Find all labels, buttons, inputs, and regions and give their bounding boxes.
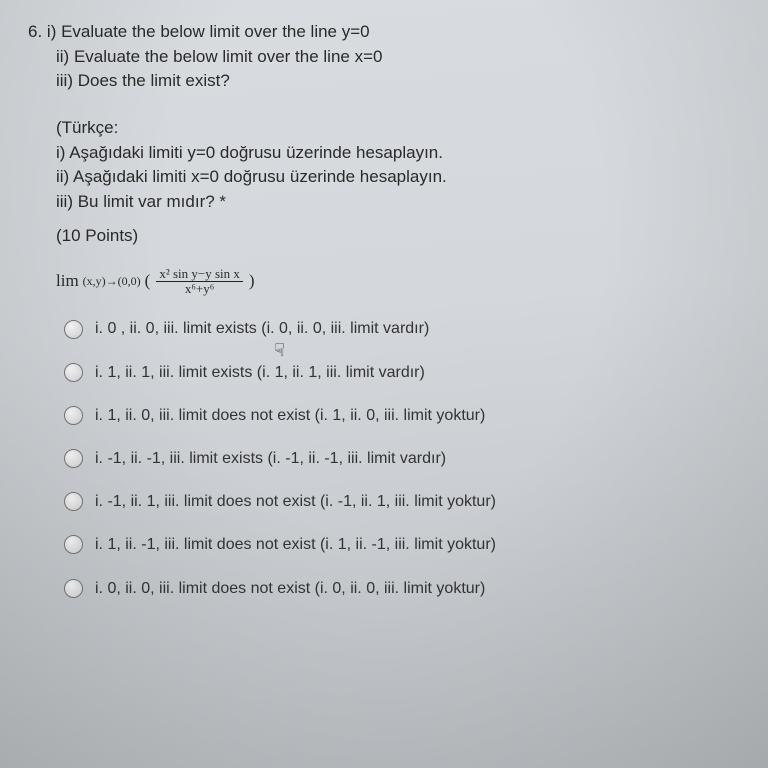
radio-icon[interactable] [64,535,83,554]
radio-icon[interactable] [64,320,83,339]
radio-icon[interactable] [64,363,83,382]
translation-header: (Türkçe: [56,116,740,141]
question-line-iii: iii) Does the limit exist? [56,69,740,94]
option-2[interactable]: i. 1, ii. 0, iii. limit does not exist (… [64,404,740,427]
option-label: i. -1, ii. 1, iii. limit does not exist … [95,490,496,513]
radio-icon[interactable] [64,579,83,598]
paren-close: ) [249,269,255,294]
option-3[interactable]: i. -1, ii. -1, iii. limit exists (i. -1,… [64,447,740,470]
radio-icon[interactable] [64,492,83,511]
lim-text: lim [56,269,79,294]
points-label: (10 Points) [56,224,740,249]
question-turkish: (Türkçe: i) Aşağıdaki limiti y=0 doğrusu… [28,116,740,215]
question-line-i: 6. i) Evaluate the below limit over the … [28,20,740,45]
option-6[interactable]: i. 0, ii. 0, iii. limit does not exist (… [64,577,740,600]
option-label: i. 0 , ii. 0, iii. limit exists (i. 0, i… [95,317,429,340]
option-5[interactable]: i. 1, ii. -1, iii. limit does not exist … [64,533,740,556]
limit-formula: lim(x,y)→(0,0) ( x² sin y−y sin x x⁶+y⁶ … [56,267,740,295]
question-number: 6. [28,22,42,41]
option-label: i. -1, ii. -1, iii. limit exists (i. -1,… [95,447,446,470]
option-label: i. 1, ii. 1, iii. limit exists (i. 1, ii… [95,361,425,384]
option-1[interactable]: i. 1, ii. 1, iii. limit exists (i. 1, ii… [64,361,740,384]
options-list: i. 0 , ii. 0, iii. limit exists (i. 0, i… [64,317,740,599]
question-line-ii: ii) Evaluate the below limit over the li… [56,45,740,70]
translation-ii: ii) Aşağıdaki limiti x=0 doğrusu üzerind… [56,165,740,190]
question-english: 6. i) Evaluate the below limit over the … [28,20,740,94]
fraction: x² sin y−y sin x x⁶+y⁶ [156,267,243,295]
radio-icon[interactable] [64,406,83,425]
translation-iii: iii) Bu limit var mıdır? * [56,190,740,215]
option-label: i. 1, ii. 0, iii. limit does not exist (… [95,404,485,427]
option-label: i. 0, ii. 0, iii. limit does not exist (… [95,577,485,600]
option-label: i. 1, ii. -1, iii. limit does not exist … [95,533,496,556]
numerator: x² sin y−y sin x [156,267,243,282]
denominator: x⁶+y⁶ [182,282,217,296]
lim-subscript: (x,y)→(0,0) [83,273,141,290]
paren-open: ( [145,269,151,294]
translation-i: i) Aşağıdaki limiti y=0 doğrusu üzerinde… [56,141,740,166]
cursor-icon: ☟ [274,337,285,363]
option-0[interactable]: i. 0 , ii. 0, iii. limit exists (i. 0, i… [64,317,740,340]
question-i-text: i) Evaluate the below limit over the lin… [47,22,370,41]
option-4[interactable]: i. -1, ii. 1, iii. limit does not exist … [64,490,740,513]
radio-icon[interactable] [64,449,83,468]
